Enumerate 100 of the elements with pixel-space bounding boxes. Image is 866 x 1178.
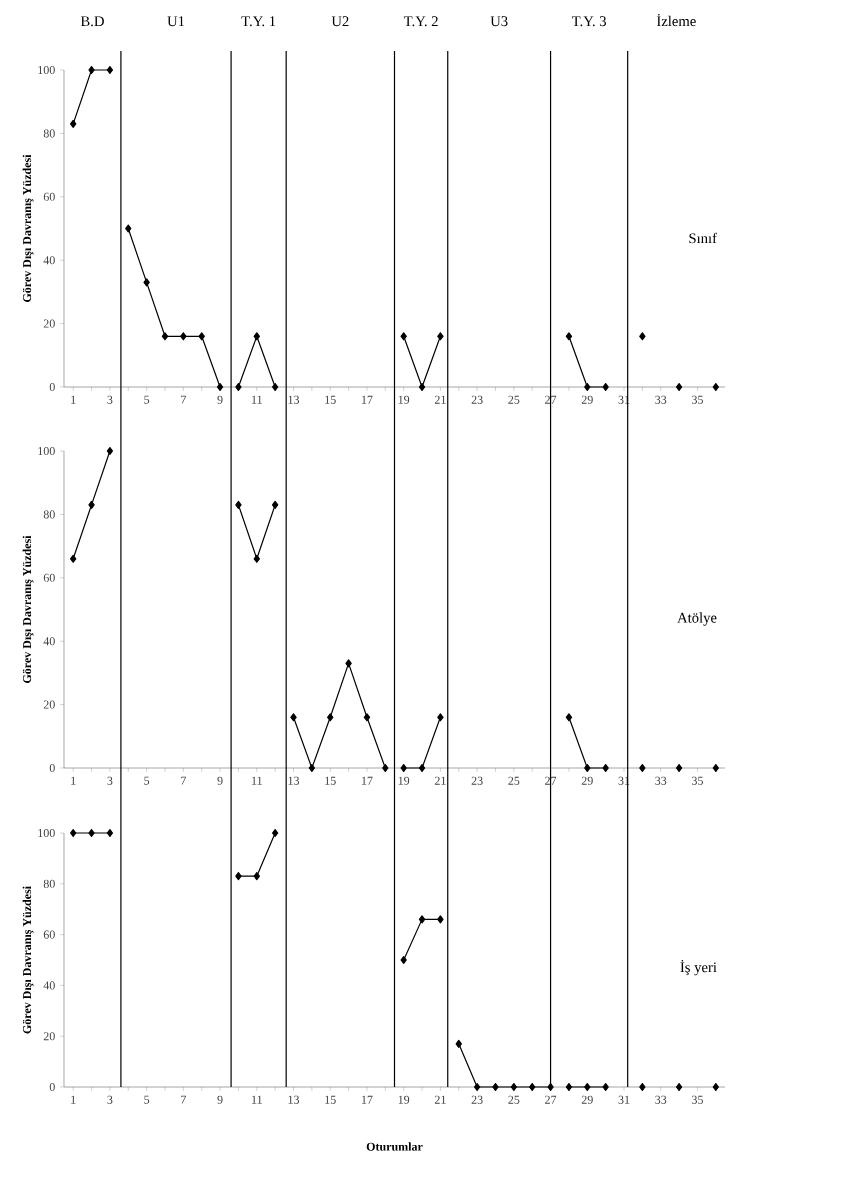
x-tick-label: 35 (692, 1095, 703, 1104)
y-tick-label: 0 (49, 763, 55, 773)
y-tick-label: 100 (38, 446, 55, 456)
y-tick-label: 20 (43, 1032, 55, 1041)
point (418, 915, 426, 924)
y-axis-title: Görev Dışı Davranış Yüzdesi (22, 154, 34, 302)
point (418, 763, 426, 773)
point (584, 763, 591, 773)
point (235, 872, 242, 881)
point (180, 332, 187, 341)
x-tick-label: 19 (398, 1095, 410, 1104)
x-tick-label: 29 (581, 1095, 593, 1104)
y-tick-label: 0 (49, 1082, 55, 1092)
y-tick-label: 100 (38, 828, 55, 838)
point (712, 763, 720, 773)
x-tick-label: 1 (71, 776, 76, 785)
x-tick-label: 21 (434, 776, 446, 785)
point (106, 828, 114, 838)
x-tick-label: 15 (325, 395, 336, 404)
x-tick-label: 19 (398, 395, 410, 404)
x-tick-label: 11 (252, 776, 262, 785)
text: U3 (490, 16, 508, 27)
point (437, 713, 444, 722)
point (125, 224, 132, 233)
point (547, 1082, 554, 1092)
point (198, 332, 205, 341)
x-tick-label: 25 (508, 395, 520, 404)
point (88, 500, 95, 509)
x-axis-title: Oturumlar (366, 1142, 423, 1151)
point (308, 763, 316, 773)
point (382, 763, 389, 773)
point (639, 763, 646, 773)
text: Atölye (677, 612, 717, 626)
x-tick-label: 7 (181, 395, 186, 404)
y-tick-label: 80 (43, 510, 55, 519)
text: T.Y. 3 (571, 16, 606, 27)
point (363, 713, 371, 722)
x-tick-label: 29 (581, 776, 593, 785)
x-tick-label: 13 (288, 776, 300, 785)
x-tick-label: 3 (107, 1095, 113, 1104)
point (565, 713, 573, 722)
point (253, 872, 260, 881)
point (216, 382, 224, 392)
point (675, 1082, 683, 1092)
x-tick-label: 15 (325, 1095, 336, 1104)
x-tick-label: 33 (655, 395, 667, 404)
x-tick-label: 33 (655, 776, 667, 785)
point (88, 828, 95, 838)
x-tick-label: 33 (655, 1095, 667, 1104)
x-tick-label: 11 (252, 395, 262, 404)
y-axis-title: Görev Dışı Davranış Yüzdesi (22, 886, 34, 1034)
x-tick-label: 23 (471, 395, 483, 404)
y-tick-label: 20 (43, 319, 55, 328)
x-tick-label: 3 (107, 776, 113, 785)
text: T.Y. 1 (241, 16, 276, 27)
point (455, 1039, 462, 1048)
point (418, 382, 426, 392)
point (271, 382, 279, 392)
x-tick-label: 17 (362, 776, 373, 785)
x-tick-label: 23 (471, 1095, 483, 1104)
y-tick-label: 40 (43, 256, 55, 265)
point (235, 500, 242, 509)
text: T.Y. 2 (403, 16, 438, 27)
point (639, 332, 646, 341)
x-tick-label: 15 (325, 776, 336, 785)
point (675, 382, 683, 392)
point (639, 1082, 646, 1092)
point (602, 1082, 609, 1092)
x-tick-label: 3 (107, 395, 113, 404)
x-tick-label: 5 (144, 395, 150, 404)
text: U2 (331, 16, 349, 27)
point (327, 713, 334, 722)
point (88, 65, 95, 75)
point (400, 332, 407, 341)
y-tick-label: 80 (43, 879, 55, 888)
point (565, 1082, 573, 1092)
x-tick-label: 21 (434, 395, 446, 404)
x-tick-label: 23 (471, 776, 483, 785)
x-tick-label: 9 (217, 776, 223, 785)
y-tick-label: 100 (38, 65, 55, 75)
point (271, 500, 279, 509)
point (437, 915, 444, 924)
point (712, 382, 720, 392)
x-tick-label: 25 (508, 776, 520, 785)
x-tick-label: 13 (288, 1095, 300, 1104)
y-tick-label: 20 (43, 700, 55, 709)
point (106, 446, 114, 456)
x-tick-label: 7 (181, 776, 186, 785)
y-tick-label: 80 (43, 129, 55, 138)
point (712, 1082, 720, 1092)
point (235, 382, 242, 392)
y-tick-label: 60 (43, 573, 55, 582)
y-tick-label: 40 (43, 637, 55, 646)
x-tick-label: 29 (581, 395, 593, 404)
point (69, 828, 77, 838)
point (437, 332, 444, 341)
point (161, 332, 169, 341)
point (584, 1082, 591, 1092)
x-tick-label: 5 (144, 776, 150, 785)
x-tick-label: 21 (434, 1095, 446, 1104)
